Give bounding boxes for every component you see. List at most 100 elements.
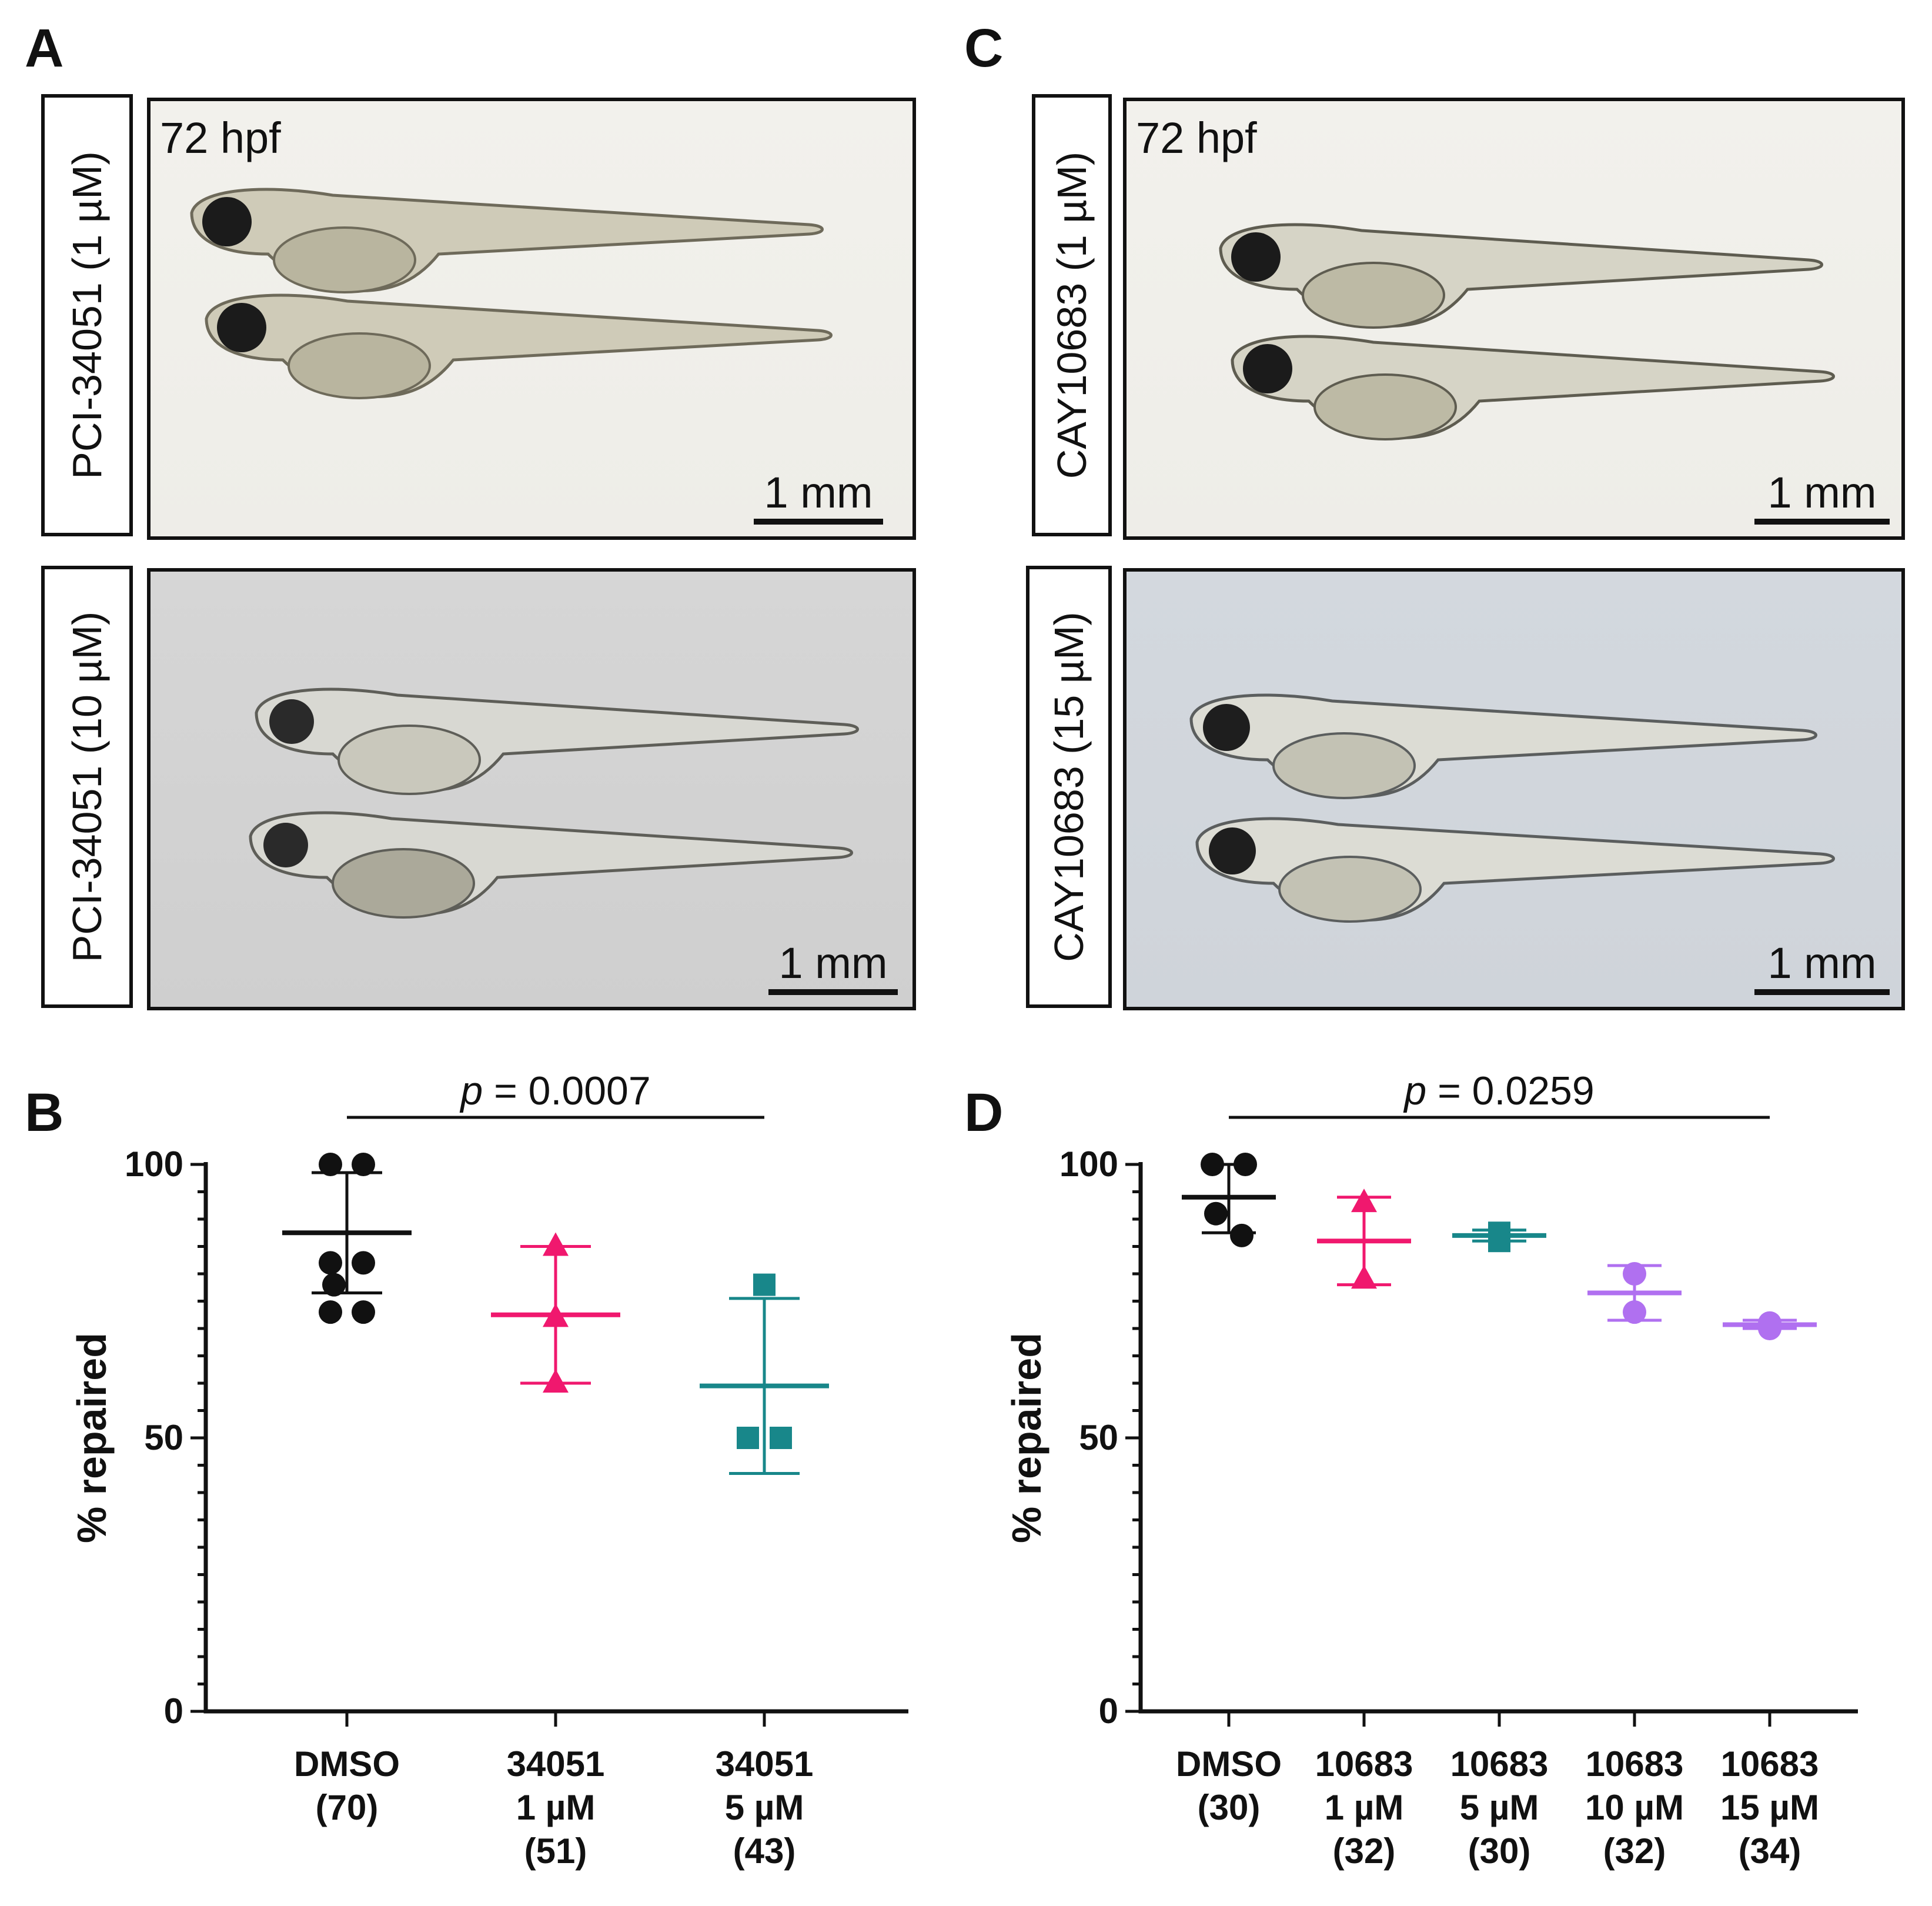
panel-c-row1-label: CAY10683 (1 µM) xyxy=(1032,94,1112,536)
x-category-label-line: 34051 xyxy=(507,1744,605,1784)
x-category-label-line: DMSO xyxy=(294,1744,400,1784)
scale-bar-line xyxy=(1754,519,1890,525)
y-tick-label: 50 xyxy=(144,1418,183,1457)
scale-bar-line xyxy=(768,989,898,995)
panel-a-row2-image: 1 mm xyxy=(147,568,916,1010)
scale-bar: 1 mm xyxy=(754,468,883,525)
scale-bar-label: 1 mm xyxy=(778,939,888,987)
panel-letter-a: A xyxy=(25,18,64,78)
x-category-label-line: 34051 xyxy=(716,1744,814,1784)
y-tick-label: 0 xyxy=(164,1691,183,1731)
x-category-label-line: 10683 xyxy=(1450,1744,1549,1784)
larva-illustration xyxy=(205,293,833,399)
scale-bar: 1 mm xyxy=(768,938,898,995)
scale-bar-line xyxy=(754,519,883,525)
larva-illustration xyxy=(1189,693,1817,799)
larvae-micrograph xyxy=(1189,693,1835,923)
y-tick-label: 100 xyxy=(1059,1144,1118,1184)
larva-illustration xyxy=(1195,817,1835,923)
x-category-label-line: (32) xyxy=(1333,1831,1396,1871)
data-point-circle xyxy=(352,1300,375,1324)
x-category-label: 34051 1 µM (51) xyxy=(507,1744,605,1871)
x-category-label-line: 15 µM xyxy=(1720,1788,1819,1827)
panel-letter-b: B xyxy=(25,1083,64,1143)
x-category-label: 10683 15 µM (34) xyxy=(1720,1744,1819,1871)
stage-label: 72 hpf xyxy=(1136,114,1257,162)
data-point-circle xyxy=(352,1153,375,1176)
data-point-square xyxy=(770,1427,792,1449)
data-point-triangle xyxy=(543,1303,569,1327)
x-category-label-line: 10683 xyxy=(1586,1744,1684,1784)
data-point-circle xyxy=(1204,1201,1228,1226)
data-point-circle xyxy=(1230,1223,1254,1247)
scale-bar: 1 mm xyxy=(1754,468,1890,525)
data-point-circle xyxy=(352,1251,375,1275)
data-point-circle xyxy=(319,1300,342,1324)
x-category-label-line: DMSO xyxy=(1176,1744,1282,1784)
data-point-circle xyxy=(1758,1311,1781,1335)
chart-panel-b: 0 50 100 % repaired p = 0.0007 DMSO (70) 34051 1… xyxy=(69,1069,908,1871)
scale-bar-label: 1 mm xyxy=(764,468,873,517)
panel-a-row2-label: PCI-34051 (10 µM) xyxy=(41,566,133,1008)
p-value: = 0.0259 xyxy=(1426,1069,1594,1113)
data-point-triangle xyxy=(543,1232,569,1256)
x-category-label-line: 1 µM xyxy=(516,1788,596,1827)
panel-c-row1-image: 72 hpf 1 mm xyxy=(1123,98,1905,540)
x-category-label-line: (70) xyxy=(316,1788,379,1827)
panel-c-row2-image: 1 mm xyxy=(1123,568,1905,1010)
p-symbol: p xyxy=(459,1069,483,1113)
significance-label: p = 0.0259 xyxy=(1403,1069,1594,1113)
stage-label: 72 hpf xyxy=(160,114,281,162)
y-tick-label: 0 xyxy=(1099,1691,1118,1731)
panel-c-row2-label: CAY10683 (15 µM) xyxy=(1026,566,1112,1008)
panel-a-row2-treatment: PCI-34051 (10 µM) xyxy=(64,611,110,963)
x-category-label-line: (43) xyxy=(733,1831,796,1871)
x-category-label-line: (34) xyxy=(1739,1831,1801,1871)
x-category-label-line: 5 µM xyxy=(1460,1788,1539,1827)
larva-illustration xyxy=(1231,335,1835,440)
scale-bar-label: 1 mm xyxy=(1767,468,1877,517)
y-tick-label: 50 xyxy=(1079,1418,1118,1457)
x-category-label-line: (32) xyxy=(1603,1831,1666,1871)
x-category-label: DMSO (70) xyxy=(294,1744,400,1827)
x-category-label: 10683 1 µM (32) xyxy=(1315,1744,1413,1871)
panel-c-row1-treatment: CAY10683 (1 µM) xyxy=(1049,151,1095,479)
scale-bar: 1 mm xyxy=(1754,938,1890,995)
larva-illustration xyxy=(190,188,824,293)
data-point-square xyxy=(1488,1221,1510,1244)
x-category-label-line: 10 µM xyxy=(1585,1788,1684,1827)
significance-label: p = 0.0007 xyxy=(459,1069,650,1113)
panel-a-row1-treatment: PCI-34051 (1 µM) xyxy=(64,151,110,479)
panel-letter-c: C xyxy=(964,18,1004,78)
scale-bar-line xyxy=(1754,989,1890,995)
p-value: = 0.0007 xyxy=(483,1069,650,1113)
panel-a-row1-image: 72 hpf 1 mm xyxy=(147,98,916,540)
x-category-label-line: 10683 xyxy=(1721,1744,1819,1784)
data-point-triangle xyxy=(1351,1189,1377,1213)
data-point-circle xyxy=(319,1153,342,1176)
x-category-label-line: 10683 xyxy=(1315,1744,1413,1784)
data-point-circle xyxy=(322,1273,346,1297)
x-category-label: DMSO (30) xyxy=(1176,1744,1282,1827)
y-axis-label: % repaired xyxy=(1004,1333,1049,1543)
larva-illustration xyxy=(255,687,859,795)
x-category-label: 10683 5 µM (30) xyxy=(1450,1744,1549,1871)
x-category-label-line: (30) xyxy=(1468,1831,1531,1871)
data-point-square xyxy=(753,1273,776,1296)
data-point-circle xyxy=(1623,1300,1646,1324)
data-point-triangle xyxy=(543,1369,569,1393)
x-category-label-line: 1 µM xyxy=(1325,1788,1404,1827)
panel-c-row2-treatment: CAY10683 (15 µM) xyxy=(1046,612,1092,962)
panel-a-row1-label: PCI-34051 (1 µM) xyxy=(41,94,133,536)
larvae-micrograph xyxy=(1219,223,1835,440)
y-tick-label: 100 xyxy=(125,1144,183,1184)
data-point-square xyxy=(737,1427,759,1449)
x-category-label-line: (30) xyxy=(1198,1788,1261,1827)
x-category-label: 10683 10 µM (32) xyxy=(1585,1744,1684,1871)
larva-illustration xyxy=(1219,223,1823,329)
larvae-micrograph xyxy=(190,188,833,399)
y-axis-label: % repaired xyxy=(69,1333,115,1543)
larvae-micrograph xyxy=(249,687,859,919)
panel-letter-d: D xyxy=(964,1083,1004,1143)
